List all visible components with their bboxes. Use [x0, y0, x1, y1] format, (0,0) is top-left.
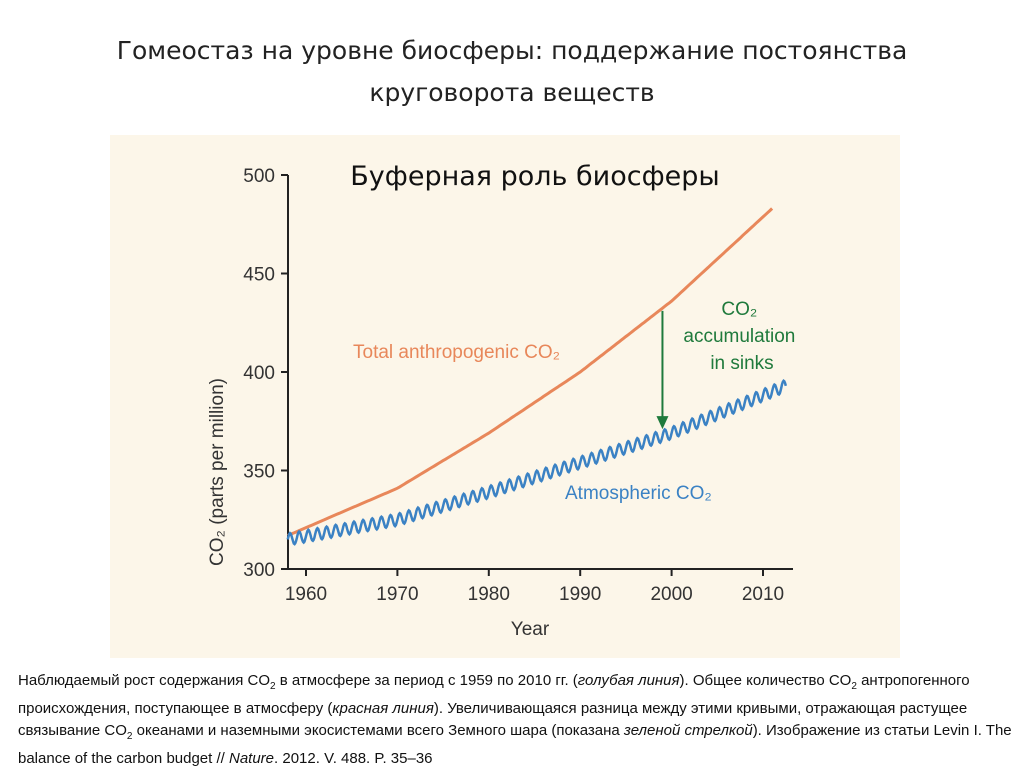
- x-tick-label: 1970: [376, 584, 418, 605]
- x-tick-label: 2000: [650, 584, 692, 605]
- series-total-anthropogenic-line: [287, 207, 774, 537]
- sink-arrow: [656, 310, 669, 430]
- x-axis-label: Year: [511, 619, 550, 640]
- y-axis-label: CO₂ (parts per million): [207, 378, 228, 566]
- x-tick-label: 2010: [742, 584, 784, 605]
- co2-chart: Буферная роль биосферы 300 350 400 450 500 19…: [207, 161, 800, 640]
- ticks: 300 350 400 450 500 1960 1970 1980 1990 2000 2010: [243, 166, 784, 605]
- label-atmospheric: Atmospheric CO₂: [565, 483, 712, 504]
- y-tick-label: 400: [243, 363, 275, 384]
- arrow-head-icon: [656, 416, 669, 430]
- x-tick-label: 1980: [468, 584, 510, 605]
- figure-caption: Наблюдаемый рост содержания CO2 в атмосф…: [18, 672, 1012, 767]
- series-atmospheric-line: [286, 379, 788, 546]
- y-tick-label: 500: [243, 166, 275, 187]
- y-tick-label: 300: [243, 560, 275, 581]
- y-tick-label: 450: [243, 265, 275, 286]
- x-tick-label: 1960: [285, 584, 327, 605]
- label-sinks: CO₂ accumulation in sinks: [683, 299, 800, 374]
- x-tick-label: 1990: [559, 584, 601, 605]
- chart-title: Буферная роль биосферы: [350, 161, 719, 192]
- slide-title: Гомеостаз на уровне биосферы: поддержани…: [0, 30, 1024, 114]
- slide-title-line2: круговорота веществ: [369, 78, 655, 107]
- slide-title-line1: Гомеостаз на уровне биосферы: поддержани…: [116, 36, 908, 65]
- label-total-anthropogenic: Total anthropogenic CO₂: [353, 342, 560, 363]
- y-tick-label: 350: [243, 462, 275, 483]
